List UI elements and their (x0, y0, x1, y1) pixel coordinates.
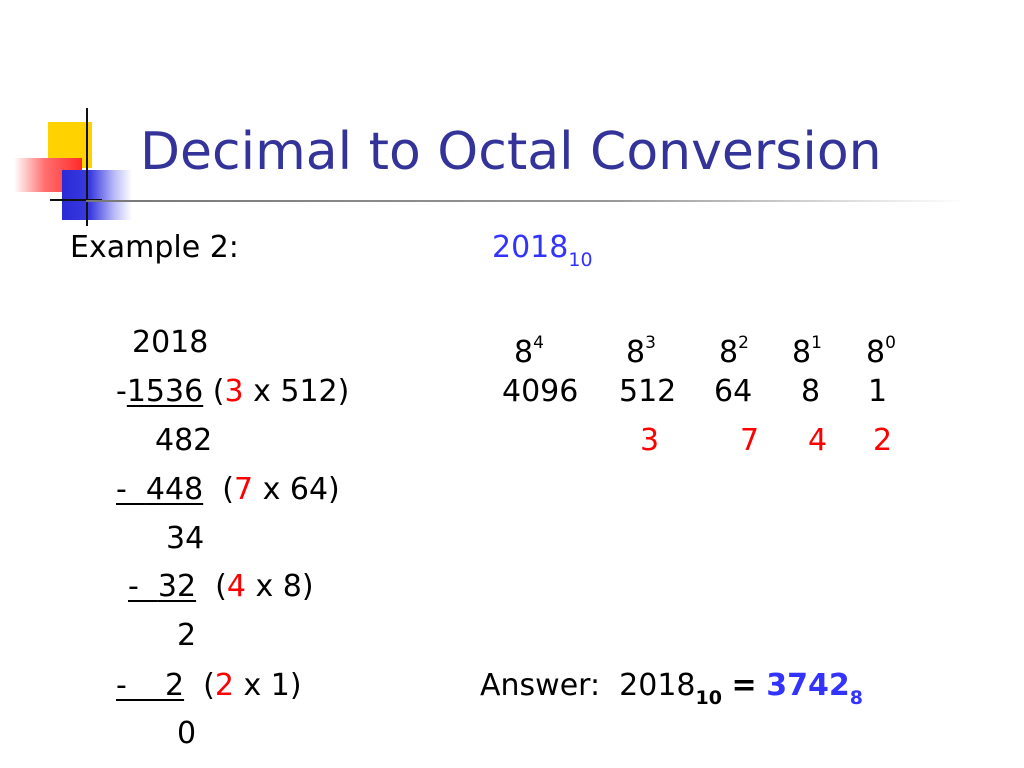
place-value-8: 8 (801, 374, 821, 409)
quotient-digit: 7 (233, 472, 254, 507)
answer-decimal: 2018 (619, 668, 696, 703)
minus-sign: - (116, 668, 165, 703)
subtracted-value: 32 (157, 569, 197, 604)
open-paren: ( (203, 472, 234, 507)
slide-title: Decimal to Octal Conversion (140, 122, 882, 182)
place-value-1: 1 (868, 374, 888, 409)
place-value-4096: 4096 (502, 374, 579, 409)
subtracted-value: 1536 (126, 374, 204, 409)
remainder-3: 2 (177, 618, 197, 653)
quotient-digit: 4 (226, 569, 246, 604)
power-exponent: 3 (645, 333, 656, 353)
minus-sign: - (128, 569, 158, 604)
octal-digit-1: 3 (640, 423, 660, 458)
multiplier-text: x 64) (253, 472, 340, 507)
answer-octal-base: 8 (849, 687, 863, 709)
answer-line: Answer: 201810 = 37428 (480, 668, 863, 716)
power-8-2: 82 (719, 325, 749, 371)
subtraction-step-1: -1536 (3 x 512) (116, 374, 349, 410)
power-8-1: 81 (792, 325, 822, 371)
answer-decimal-base: 10 (695, 687, 722, 709)
power-8-0: 80 (866, 325, 896, 371)
logo-blue-square (62, 170, 132, 220)
open-paren: ( (196, 569, 227, 604)
subtraction-step-3: - 32 (4 x 8) (128, 569, 314, 605)
start-number: 2018 (132, 325, 209, 360)
underlined-subtraction: - 448 (116, 472, 203, 507)
logo-vertical-line (86, 108, 88, 226)
power-base: 8 (626, 335, 646, 370)
octal-digit-3: 4 (808, 423, 828, 458)
octal-digit-2: 7 (740, 423, 760, 458)
octal-digit-4: 2 (873, 423, 893, 458)
open-paren: ( (184, 668, 215, 703)
multiplier-text: x 512) (243, 374, 350, 409)
remainder-1: 482 (155, 423, 213, 458)
place-value-512: 512 (619, 374, 677, 409)
answer-octal: 3742 (766, 668, 850, 703)
answer-equals: = (731, 668, 757, 703)
subtracted-value: 2 (164, 668, 185, 703)
power-exponent: 2 (738, 333, 749, 353)
minus-sign: - (116, 472, 146, 507)
power-base: 8 (514, 335, 534, 370)
quotient-digit: 2 (214, 668, 234, 703)
answer-label: Answer: (480, 668, 601, 703)
example-number-value: 2018 (492, 230, 569, 265)
place-value-64: 64 (714, 374, 753, 409)
multiplier-text: x 1) (233, 668, 302, 703)
underlined-subtraction: - 32 (128, 569, 196, 604)
subtracted-value: 448 (145, 472, 204, 507)
power-exponent: 0 (885, 333, 896, 353)
underlined-subtraction: - 2 (116, 668, 184, 703)
power-base: 8 (866, 335, 886, 370)
open-paren: ( (203, 374, 225, 409)
power-base: 8 (719, 335, 739, 370)
power-base: 8 (792, 335, 812, 370)
power-exponent: 4 (533, 333, 544, 353)
remainder-4: 0 (177, 716, 197, 751)
power-8-4: 84 (514, 325, 544, 371)
subtraction-step-2: - 448 (7 x 64) (116, 472, 340, 508)
power-8-3: 83 (626, 325, 656, 371)
power-exponent: 1 (811, 333, 822, 353)
example-number: 201810 (492, 230, 593, 278)
remainder-2: 34 (166, 521, 205, 556)
example-label: Example 2: (70, 230, 239, 265)
subtraction-step-4: - 2 (2 x 1) (116, 668, 302, 704)
minus-sign: - (116, 374, 127, 409)
multiplier-text: x 8) (245, 569, 314, 604)
example-number-base: 10 (568, 249, 593, 271)
logo-horizontal-line (50, 199, 102, 201)
title-divider (86, 200, 966, 202)
quotient-digit: 3 (224, 374, 244, 409)
